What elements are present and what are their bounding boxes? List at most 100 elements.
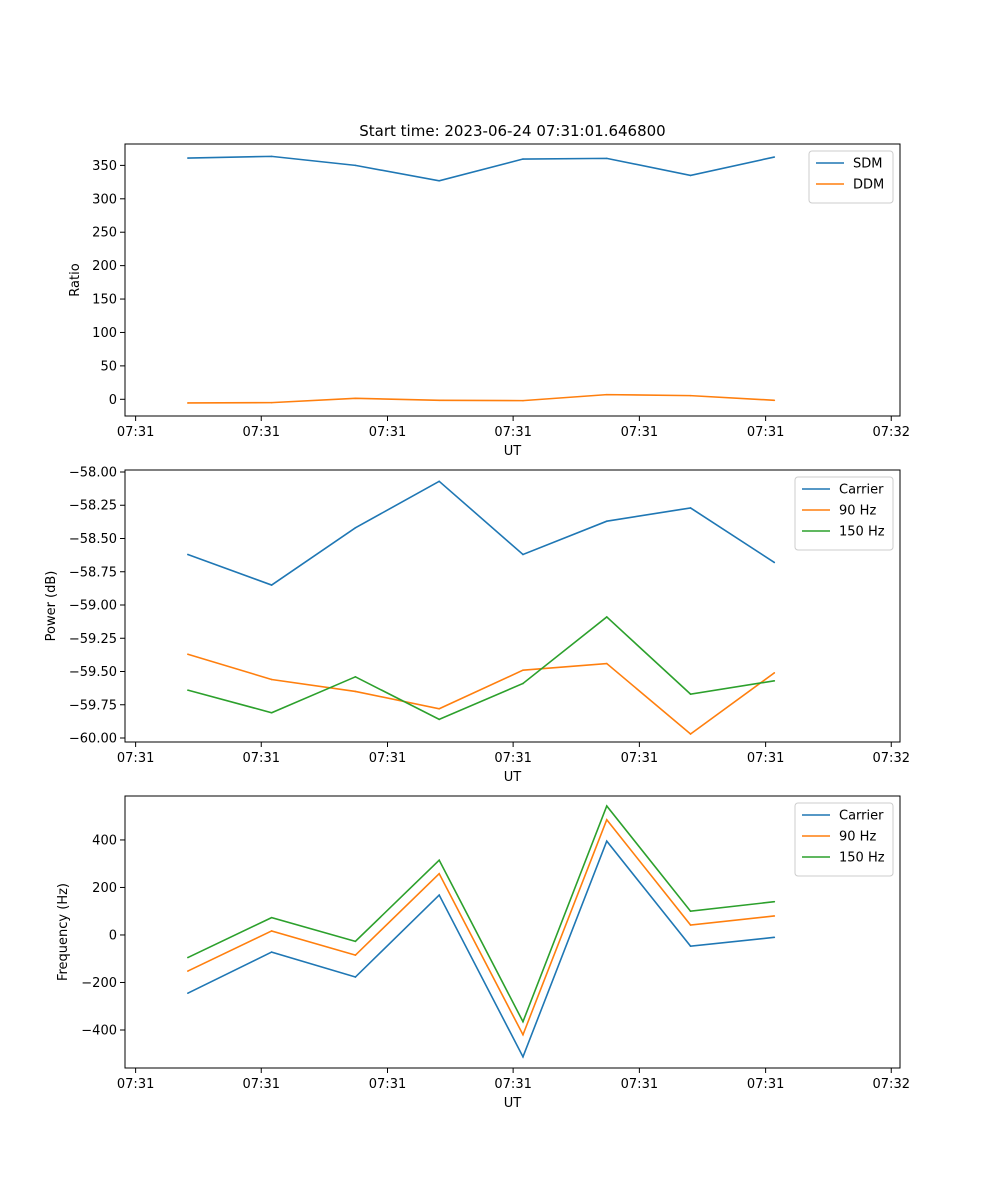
frequency-data-point bbox=[270, 930, 273, 932]
power-series-line-90-hz bbox=[187, 653, 775, 736]
frequency-data-point bbox=[522, 1056, 524, 1058]
ratio-data-point bbox=[354, 164, 357, 167]
ratio-data-point bbox=[689, 174, 692, 177]
frequency-x-tick-label: 07:31 bbox=[117, 1077, 154, 1092]
power-legend-label: 150 Hz bbox=[839, 525, 885, 540]
frequency-series-line-150-hz bbox=[187, 804, 775, 1024]
power-x-tick-label: 07:31 bbox=[621, 751, 658, 766]
ratio-x-tick-label: 07:32 bbox=[873, 425, 910, 440]
frequency-axes-frame bbox=[124, 795, 901, 1069]
frequency-legend-label: 90 Hz bbox=[839, 830, 876, 845]
frequency-data-point bbox=[354, 954, 357, 956]
ratio-data-point bbox=[522, 399, 524, 402]
frequency-data-point bbox=[773, 900, 776, 903]
frequency-y-tick-label: 200 bbox=[92, 881, 117, 896]
ratio-y-tick-label: 50 bbox=[100, 359, 117, 374]
power-data-point bbox=[605, 662, 608, 665]
ratio-data-point bbox=[773, 156, 776, 158]
power-data-point bbox=[773, 561, 776, 564]
ratio-data-point bbox=[187, 402, 189, 404]
power-data-point bbox=[522, 682, 524, 685]
ratio-panel: 07:31 07:31 07:31 07:31 07:31 07:31 07:32 0 50 10… bbox=[68, 143, 910, 459]
power-y-tick-label: −59.50 bbox=[69, 665, 117, 680]
frequency-data-point bbox=[187, 992, 189, 994]
power-x-tick-label: 07:32 bbox=[873, 751, 910, 766]
frequency-series-line-carrier bbox=[187, 839, 775, 1059]
ratio-y-tick-label: 200 bbox=[92, 259, 117, 274]
power-data-point bbox=[354, 527, 357, 529]
frequency-data-point bbox=[605, 818, 608, 821]
frequency-data-point bbox=[354, 976, 357, 978]
ratio-data-point bbox=[522, 158, 524, 160]
power-legend: Carrier 90 Hz 150 Hz bbox=[794, 476, 894, 551]
ratio-legend-frame bbox=[808, 150, 894, 204]
power-x-axis-label: UT bbox=[504, 770, 522, 785]
ratio-data-point bbox=[689, 394, 692, 397]
ratio-y-tick-label: 350 bbox=[92, 159, 117, 174]
power-x-tick-label: 07:31 bbox=[494, 751, 531, 766]
power-panel: 07:31 07:31 07:31 07:31 07:31 07:31 07:32 −60.0… bbox=[44, 465, 910, 785]
frequency-x-tick-label: 07:31 bbox=[369, 1077, 406, 1092]
ratio-x-tick-label: 07:31 bbox=[117, 425, 154, 440]
power-data-point bbox=[354, 676, 357, 678]
frequency-data-point bbox=[522, 1020, 524, 1023]
ratio-legend-label: SDM bbox=[853, 157, 882, 172]
frequency-y-tick-label: −200 bbox=[81, 976, 117, 991]
ratio-data-point bbox=[605, 157, 608, 160]
ratio-legend-label: DDM bbox=[853, 178, 884, 193]
power-y-tick-label: −59.75 bbox=[69, 698, 117, 713]
frequency-legend: Carrier 90 Hz 150 Hz bbox=[794, 802, 894, 877]
frequency-data-point bbox=[187, 970, 189, 972]
power-y-tick-label: −60.00 bbox=[69, 732, 117, 747]
ratio-data-point bbox=[438, 179, 440, 182]
ratio-data-point bbox=[605, 393, 608, 396]
ratio-y-tick-label: 0 bbox=[109, 393, 117, 408]
power-legend-label: Carrier bbox=[839, 483, 884, 498]
power-data-point bbox=[522, 669, 524, 671]
frequency-x-tick-label: 07:31 bbox=[747, 1077, 784, 1092]
power-data-point bbox=[689, 507, 692, 509]
frequency-y-tick-label: −400 bbox=[81, 1023, 117, 1038]
power-data-point bbox=[773, 672, 776, 674]
power-data-point bbox=[354, 690, 357, 693]
ratio-data-point bbox=[270, 155, 273, 158]
power-data-point bbox=[689, 733, 692, 735]
ratio-data-point bbox=[438, 399, 440, 402]
power-data-point bbox=[438, 480, 440, 483]
ratio-y-tick-label: 300 bbox=[92, 192, 117, 207]
ratio-legend: SDM DDM bbox=[808, 150, 894, 204]
frequency-data-point bbox=[689, 924, 692, 926]
frequency-data-point bbox=[773, 915, 776, 917]
power-data-point bbox=[522, 553, 524, 556]
frequency-x-axis-label: UT bbox=[504, 1096, 522, 1111]
power-x-tick-label: 07:31 bbox=[117, 751, 154, 766]
ratio-y-axis-label: Ratio bbox=[68, 263, 83, 296]
power-y-axis-label: Power (dB) bbox=[44, 571, 59, 642]
power-data-point bbox=[605, 520, 608, 523]
power-data-point bbox=[773, 680, 776, 682]
power-data-point bbox=[438, 707, 440, 710]
frequency-y-tick-label: 0 bbox=[109, 928, 117, 943]
frequency-x-tick-label: 07:32 bbox=[873, 1077, 910, 1092]
ratio-data-point bbox=[270, 401, 273, 404]
frequency-data-point bbox=[354, 940, 357, 943]
frequency-legend-label: 150 Hz bbox=[839, 851, 885, 866]
power-y-tick-label: −58.25 bbox=[69, 499, 117, 514]
power-x-tick-label: 07:31 bbox=[243, 751, 280, 766]
frequency-y-axis-label: Frequency (Hz) bbox=[56, 883, 71, 981]
power-data-point bbox=[270, 584, 273, 586]
frequency-data-point bbox=[438, 872, 440, 875]
ratio-x-tick-label: 07:31 bbox=[494, 425, 531, 440]
power-x-tick-label: 07:31 bbox=[747, 751, 784, 766]
ratio-data-point bbox=[773, 399, 776, 402]
ratio-data-point bbox=[354, 397, 357, 400]
ratio-y-tick-label: 150 bbox=[92, 293, 117, 308]
power-series-line-carrier bbox=[187, 480, 775, 586]
power-axes-frame bbox=[124, 469, 901, 743]
power-y-tick-label: −58.75 bbox=[69, 565, 117, 580]
frequency-data-point bbox=[438, 859, 440, 861]
power-data-point bbox=[187, 553, 189, 556]
frequency-panel: 07:31 07:31 07:31 07:31 07:31 07:31 07:32 −400 −… bbox=[56, 795, 910, 1111]
frequency-data-point bbox=[270, 916, 273, 919]
